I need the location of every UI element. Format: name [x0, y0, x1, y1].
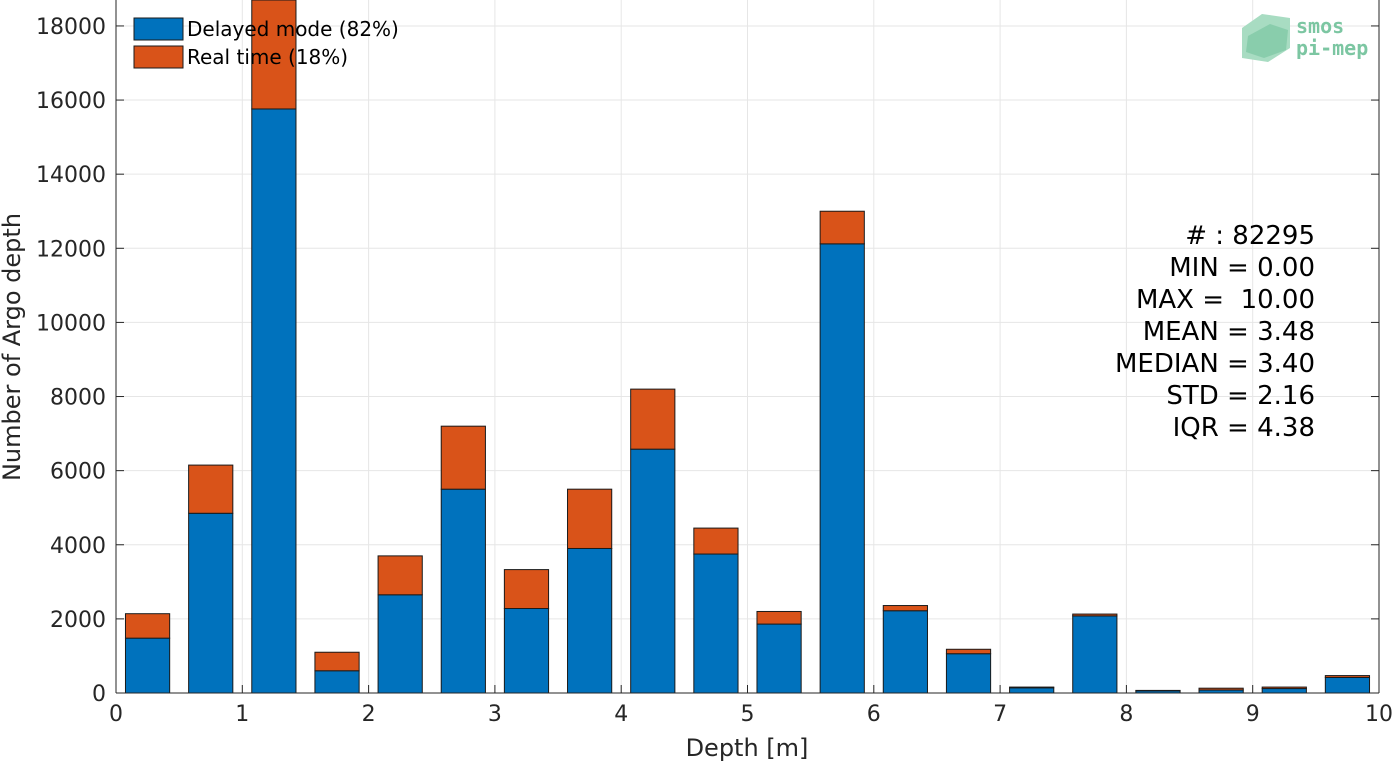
bar-delayed-mode: [1324, 676, 1371, 694]
bar-real-time: [945, 648, 992, 655]
bar-delayed-mode: [693, 553, 739, 694]
stats-line: MEAN = 3.48: [1143, 317, 1315, 347]
bar-real-time: [1324, 675, 1371, 678]
stats-line: MIN = 0.00: [1169, 253, 1315, 283]
bar-delayed-mode: [1072, 615, 1118, 694]
bar-real-time: [756, 610, 802, 625]
legend: Delayed mode (82%) Real time (18%): [133, 17, 399, 69]
y-axis-title: Number of Argo depth: [0, 213, 26, 481]
y-tick-label: 6000: [50, 460, 106, 485]
bar-delayed-mode: [819, 243, 865, 694]
stats-line: STD = 2.16: [1166, 381, 1315, 411]
bar-delayed-mode: [630, 448, 676, 694]
stats-line: MAX = 10.00: [1136, 285, 1315, 315]
bar-real-time: [693, 527, 739, 555]
stats-line: IQR = 4.38: [1173, 413, 1315, 443]
y-tick-label: 4000: [50, 534, 106, 559]
bar-delayed-mode: [756, 623, 802, 694]
x-tick-label: 6: [867, 702, 881, 727]
bar-real-time: [882, 605, 928, 612]
y-tick-label: 10000: [36, 311, 106, 336]
bar-delayed-mode: [314, 670, 360, 694]
x-tick-label: 3: [488, 702, 502, 727]
stats-line: MEDIAN = 3.40: [1115, 349, 1315, 379]
bar-delayed-mode: [503, 608, 550, 694]
x-tick-label: 9: [1246, 702, 1260, 727]
bar-real-time: [819, 210, 865, 245]
y-tick-labels: 0 2000 4000 6000 8000 10000 12000 14000 16000 180…: [36, 15, 106, 707]
x-tick-label: 10: [1365, 702, 1393, 727]
bar-real-time: [630, 388, 676, 450]
logo-text-pi-mep: pi-mep: [1296, 36, 1368, 60]
logo-text-smos: smos: [1296, 14, 1344, 38]
legend-label-realtime: Real time (18%): [187, 45, 348, 69]
x-tick-label: 8: [1119, 702, 1133, 727]
bar-real-time: [251, 0, 297, 110]
stats-line: # : 82295: [1185, 221, 1315, 251]
bar-delayed-mode: [1261, 688, 1307, 694]
y-tick-label: 12000: [36, 237, 106, 262]
legend-label-delayed: Delayed mode (82%): [187, 17, 399, 41]
bar-delayed-mode: [124, 637, 171, 694]
bar-real-time: [1072, 613, 1118, 617]
bar-delayed-mode: [945, 653, 992, 694]
bar-real-time: [314, 651, 360, 672]
bar-real-time: [1198, 687, 1244, 691]
bar-real-time: [1261, 686, 1307, 690]
y-tick-label: 2000: [50, 608, 106, 633]
bar-real-time: [1009, 686, 1055, 689]
y-tick-label: 8000: [50, 386, 106, 411]
bar-real-time: [567, 488, 613, 549]
axes: [115, 0, 1380, 694]
legend-swatch-delayed: [133, 17, 184, 41]
bar-real-time: [377, 555, 423, 596]
bar-delayed-mode: [377, 594, 423, 694]
bar-real-time: [503, 569, 550, 610]
grid-lines: [116, 0, 1379, 693]
y-tick-label: 14000: [36, 163, 106, 188]
x-tick-labels: 0 1 2 3 4 5 6 7 8 9 10: [109, 702, 1393, 727]
bar-delayed-mode: [440, 488, 486, 694]
bar-delayed-mode: [567, 547, 613, 694]
x-tick-label: 1: [235, 702, 249, 727]
y-tick-label: 16000: [36, 89, 106, 114]
x-tick-label: 2: [362, 702, 376, 727]
y-tick-label: 0: [92, 682, 106, 707]
bar-real-time: [124, 613, 171, 639]
x-tick-label: 0: [109, 702, 123, 727]
bar-delayed-mode: [251, 108, 297, 694]
bar-delayed-mode: [188, 512, 234, 694]
bars: [124, 0, 1371, 694]
x-axis-title: Depth [m]: [686, 734, 809, 762]
smos-pi-mep-logo: smos pi-mep: [1242, 14, 1368, 62]
legend-swatch-realtime: [133, 45, 184, 69]
y-tick-label: 18000: [36, 15, 106, 40]
x-tick-label: 7: [993, 702, 1007, 727]
bar-delayed-mode: [1009, 687, 1055, 694]
bar-real-time: [188, 464, 234, 514]
bar-real-time: [440, 425, 486, 490]
x-tick-label: 4: [614, 702, 628, 727]
x-tick-label: 5: [741, 702, 755, 727]
bar-delayed-mode: [882, 610, 928, 694]
